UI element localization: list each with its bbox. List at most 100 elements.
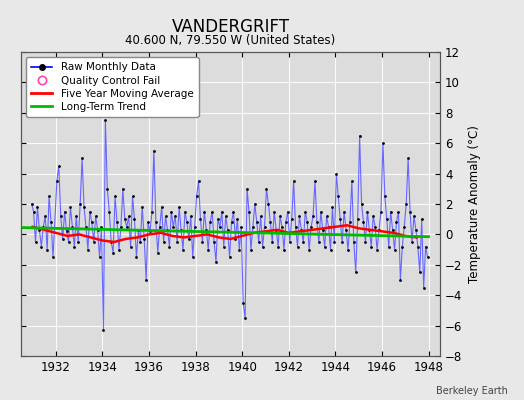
Point <box>49 254 57 260</box>
Point <box>126 243 135 250</box>
Point <box>243 186 251 192</box>
Point <box>183 219 191 226</box>
Point <box>136 239 145 245</box>
Point <box>328 204 336 210</box>
Point <box>398 243 407 250</box>
Point <box>235 246 244 253</box>
Point <box>62 228 71 234</box>
Point <box>45 193 53 200</box>
Point <box>206 219 214 226</box>
Point <box>88 219 96 226</box>
Point <box>222 213 230 219</box>
Point <box>204 246 212 253</box>
Point <box>282 219 290 226</box>
Point <box>33 204 41 210</box>
Point <box>117 224 125 230</box>
Point <box>377 208 385 215</box>
Point <box>316 208 325 215</box>
Point <box>37 243 46 250</box>
Point <box>113 219 121 226</box>
Point <box>123 224 131 230</box>
Point <box>167 208 176 215</box>
Point <box>346 219 354 226</box>
Point <box>43 246 51 253</box>
Point <box>169 224 178 230</box>
Point <box>338 239 346 245</box>
Point <box>359 219 368 226</box>
Y-axis label: Temperature Anomaly (°C): Temperature Anomaly (°C) <box>468 125 481 283</box>
Point <box>194 178 203 184</box>
Point <box>263 186 271 192</box>
Point <box>363 208 372 215</box>
Point <box>146 228 154 234</box>
Point <box>233 216 242 222</box>
Point <box>214 216 222 222</box>
Point <box>54 163 63 169</box>
Point <box>189 254 197 260</box>
Legend: Raw Monthly Data, Quality Control Fail, Five Year Moving Average, Long-Term Tren: Raw Monthly Data, Quality Control Fail, … <box>26 57 199 117</box>
Point <box>365 227 374 233</box>
Point <box>93 227 102 233</box>
Point <box>134 227 143 233</box>
Point <box>413 243 422 250</box>
Point <box>97 224 106 230</box>
Point <box>39 224 48 230</box>
Point <box>340 208 348 215</box>
Point <box>29 208 38 215</box>
Point <box>283 208 292 215</box>
Point <box>171 213 179 219</box>
Point <box>161 213 170 219</box>
Point <box>190 224 199 230</box>
Point <box>111 193 119 200</box>
Point <box>293 243 302 250</box>
Point <box>198 239 206 245</box>
Point <box>408 239 416 245</box>
Point <box>250 201 259 207</box>
Point <box>59 236 67 242</box>
Point <box>402 201 410 207</box>
Point <box>128 193 137 200</box>
Point <box>326 246 335 253</box>
Point <box>272 227 280 233</box>
Point <box>132 254 140 260</box>
Point <box>31 239 40 245</box>
Point <box>192 193 201 200</box>
Point <box>118 186 127 192</box>
Point <box>313 219 321 226</box>
Point <box>165 243 173 250</box>
Point <box>47 219 55 226</box>
Point <box>255 239 263 245</box>
Point <box>418 216 426 222</box>
Point <box>303 219 311 226</box>
Point <box>140 236 148 242</box>
Point <box>217 208 226 215</box>
Point <box>421 243 430 250</box>
Point <box>280 246 288 253</box>
Point <box>286 239 294 245</box>
Point <box>225 254 234 260</box>
Point <box>130 216 139 222</box>
Point <box>388 227 397 233</box>
Point <box>295 213 303 219</box>
Point <box>151 219 160 226</box>
Point <box>400 224 408 230</box>
Point <box>187 213 195 219</box>
Point <box>154 250 162 256</box>
Point <box>163 227 172 233</box>
Text: 40.600 N, 79.550 W (United States): 40.600 N, 79.550 W (United States) <box>125 34 336 47</box>
Point <box>322 213 331 219</box>
Text: VANDERGRIFT: VANDERGRIFT <box>171 18 290 36</box>
Point <box>355 132 364 139</box>
Point <box>72 213 81 219</box>
Point <box>396 277 405 283</box>
Point <box>212 258 220 265</box>
Point <box>406 208 414 215</box>
Point <box>68 224 77 230</box>
Point <box>202 227 211 233</box>
Point <box>256 213 265 219</box>
Point <box>342 227 350 233</box>
Point <box>387 208 395 215</box>
Point <box>249 224 257 230</box>
Point <box>227 219 236 226</box>
Point <box>336 216 344 222</box>
